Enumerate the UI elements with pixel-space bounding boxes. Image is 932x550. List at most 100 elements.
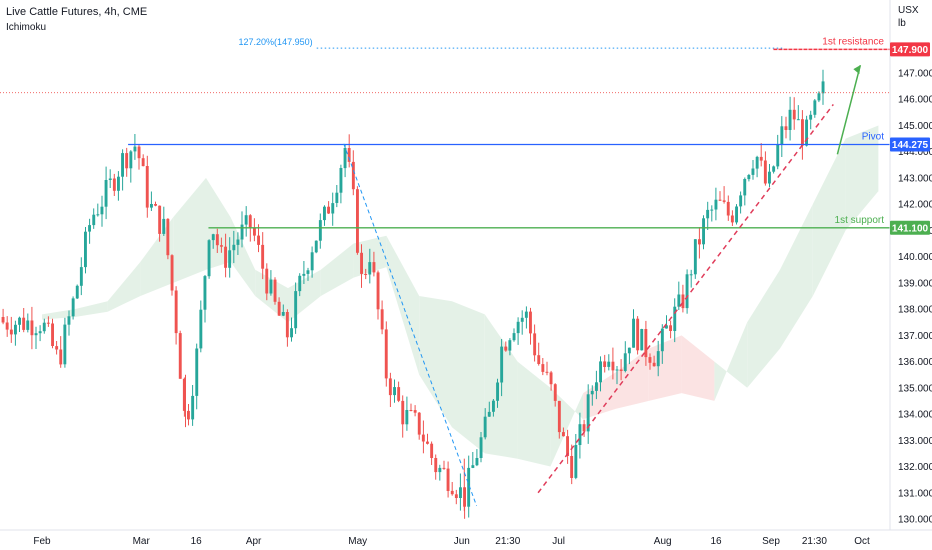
candle-body bbox=[384, 329, 388, 379]
candle-body bbox=[397, 387, 401, 401]
candle-body bbox=[228, 250, 232, 268]
candle-body bbox=[533, 333, 537, 356]
price-tick-label: 133.000 bbox=[898, 436, 932, 447]
candle-body bbox=[599, 361, 602, 383]
cloud-segment bbox=[419, 296, 452, 428]
candle-body bbox=[516, 321, 520, 334]
candle-body bbox=[541, 364, 545, 372]
support-price-tag-label: 141.100 bbox=[892, 223, 929, 234]
candle-body bbox=[141, 158, 145, 167]
candle-body bbox=[492, 400, 495, 412]
unit-label: lb bbox=[898, 18, 906, 29]
time-tick-label: Apr bbox=[246, 536, 262, 547]
candle-body bbox=[562, 432, 565, 437]
candle-body bbox=[784, 126, 788, 130]
candle-body bbox=[18, 317, 21, 325]
candle-body bbox=[203, 276, 207, 310]
candle-body bbox=[430, 443, 434, 458]
candle-body bbox=[442, 467, 446, 469]
candle-body bbox=[619, 369, 623, 371]
candle-body bbox=[158, 205, 162, 234]
candle-body bbox=[615, 369, 619, 371]
candle-body bbox=[339, 168, 343, 193]
candle-body bbox=[607, 361, 611, 367]
candle-body bbox=[763, 160, 767, 184]
candle-body bbox=[467, 467, 471, 507]
candle-body bbox=[813, 100, 817, 115]
candle-body bbox=[30, 320, 34, 336]
cloud-segment bbox=[140, 217, 174, 296]
time-axis[interactable]: Feb Mar 16 Apr May Jun 21:30 Jul Aug 16 Sep 21:30 Oc… bbox=[33, 536, 870, 547]
candle-body bbox=[413, 410, 417, 413]
candle-body bbox=[5, 322, 9, 330]
price-tick-label: 140.000 bbox=[898, 252, 932, 263]
indicator-label[interactable]: Ichimoku bbox=[6, 22, 46, 33]
candle-body bbox=[104, 180, 108, 207]
candle-body bbox=[331, 203, 335, 214]
downtrend-line bbox=[343, 143, 478, 507]
candle-body bbox=[207, 240, 211, 277]
candle-body bbox=[652, 362, 656, 367]
candle-body bbox=[788, 109, 792, 130]
candle-body bbox=[323, 206, 326, 221]
candle-body bbox=[14, 324, 17, 335]
candle-body bbox=[578, 424, 582, 445]
time-tick-label: 16 bbox=[710, 536, 722, 547]
cloud-segment bbox=[517, 361, 551, 467]
time-tick-label: Jun bbox=[454, 536, 470, 547]
candle-body bbox=[236, 239, 240, 245]
candle-body bbox=[1, 317, 5, 323]
cloud-segment bbox=[583, 372, 616, 420]
candle-body bbox=[129, 151, 133, 169]
time-tick-label: Sep bbox=[762, 536, 780, 547]
candle-body bbox=[801, 119, 804, 146]
price-tags: 147.900 144.275 141.100 bbox=[890, 42, 930, 235]
candle-body bbox=[100, 206, 104, 215]
candle-body bbox=[627, 347, 631, 354]
candle-body bbox=[314, 240, 318, 253]
candle-body bbox=[805, 119, 808, 146]
candle-body bbox=[265, 268, 269, 294]
candle-body bbox=[693, 239, 697, 275]
candle-body bbox=[121, 153, 124, 177]
candle-body bbox=[479, 437, 483, 458]
candle-body bbox=[257, 235, 260, 245]
candle-body bbox=[347, 148, 351, 162]
resistance-price-tag bbox=[890, 42, 930, 57]
candle-body bbox=[483, 416, 487, 438]
candle-body bbox=[34, 333, 38, 336]
candle-body bbox=[162, 218, 166, 234]
candle-body bbox=[368, 262, 372, 275]
candle-body bbox=[714, 199, 718, 210]
cloud-segment bbox=[230, 217, 256, 296]
candle-body bbox=[640, 329, 644, 351]
pivot-label: Pivot bbox=[862, 131, 884, 142]
price-tick-label: 146.000 bbox=[898, 95, 932, 106]
candle-body bbox=[759, 156, 763, 161]
price-tick-label: 131.000 bbox=[898, 488, 932, 499]
candle-body bbox=[220, 245, 223, 247]
candle-body bbox=[199, 309, 203, 349]
candles bbox=[1, 69, 825, 519]
candle-body bbox=[751, 168, 755, 175]
candle-body bbox=[71, 298, 75, 317]
candle-body bbox=[450, 490, 454, 495]
price-tick-label: 144.000 bbox=[898, 147, 932, 158]
candle-body bbox=[417, 412, 421, 435]
candle-body bbox=[603, 361, 607, 367]
candle-body bbox=[557, 400, 561, 433]
candle-body bbox=[454, 494, 458, 498]
candle-body bbox=[537, 355, 541, 364]
candle-body bbox=[327, 206, 330, 214]
price-tick-label: 136.000 bbox=[898, 357, 932, 368]
candle-body bbox=[768, 171, 771, 184]
candle-body bbox=[574, 445, 578, 478]
candle-body bbox=[75, 285, 79, 299]
price-tick-label: 143.000 bbox=[898, 173, 932, 184]
price-tick-label: 135.000 bbox=[898, 383, 932, 394]
candle-body bbox=[792, 109, 796, 120]
candle-body bbox=[393, 387, 396, 396]
candle-body bbox=[55, 346, 59, 350]
candle-body bbox=[195, 348, 199, 396]
